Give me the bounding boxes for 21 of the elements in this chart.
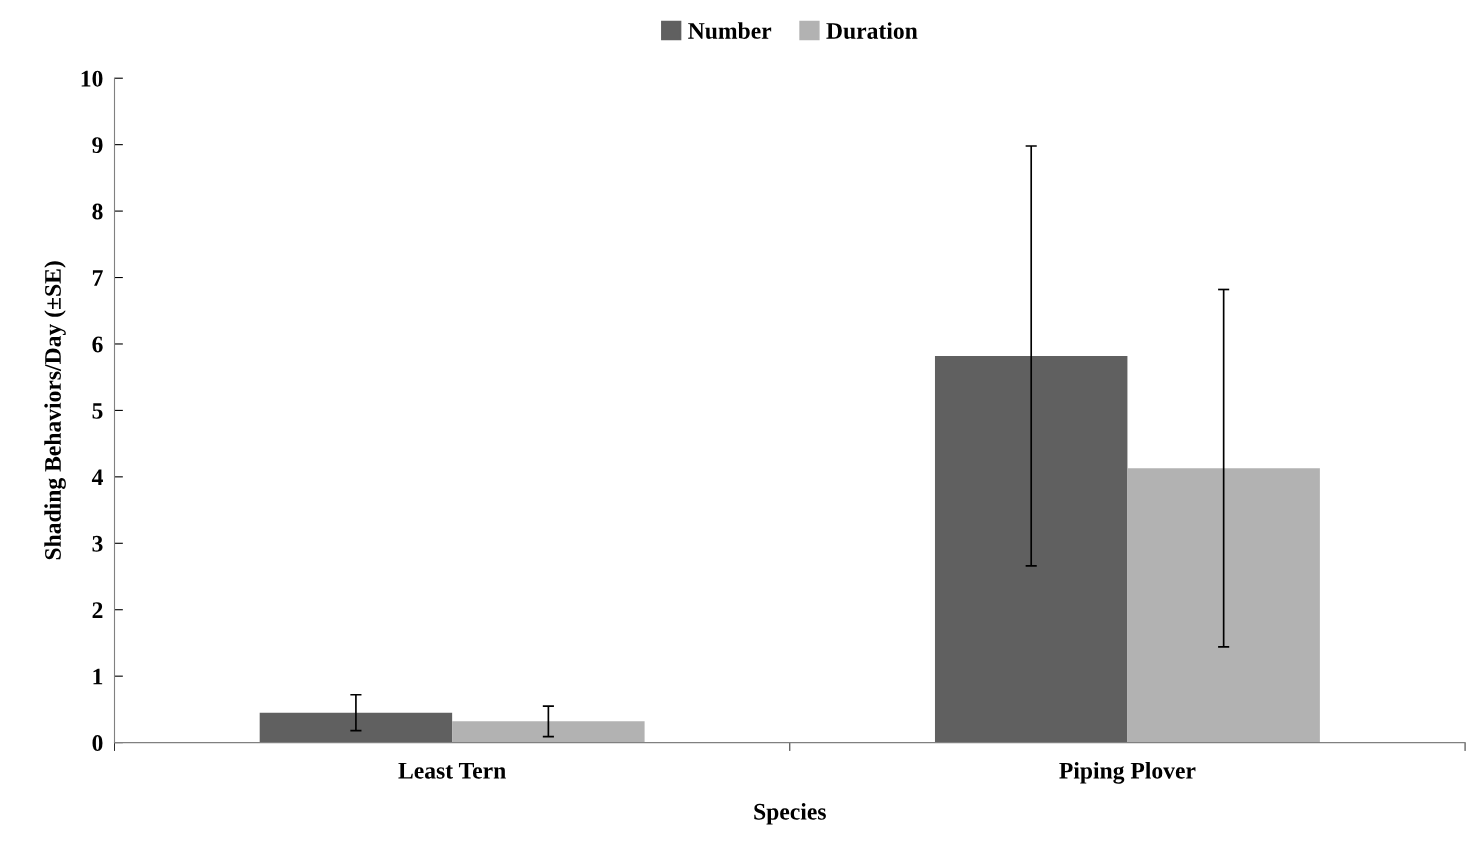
y-tick-label: 2 <box>92 602 103 618</box>
x-axis-title: Species <box>754 803 826 825</box>
bar <box>934 355 1128 743</box>
x-tick-label: Least Tern <box>398 762 506 779</box>
y-tick-label: 0 <box>92 735 103 752</box>
y-tick-label: 8 <box>92 203 103 220</box>
x-tick-label: Piping Plover <box>1059 762 1196 784</box>
bar <box>1127 468 1320 743</box>
bar <box>452 721 645 743</box>
legend-label: Number <box>688 22 772 39</box>
y-axis-title: Shading Behaviors/Day (±SE) <box>44 261 66 560</box>
legend-label: Duration <box>826 22 918 39</box>
y-tick-label: 10 <box>81 70 103 87</box>
bar <box>259 712 453 743</box>
y-tick-label: 9 <box>92 137 103 154</box>
y-tick-label: 7 <box>92 270 103 286</box>
y-tick-label: 5 <box>92 403 103 419</box>
y-tick-label: 3 <box>92 535 103 552</box>
y-tick-label: 4 <box>91 469 103 486</box>
y-tick-label: 1 <box>93 668 103 685</box>
y-tick-label: 6 <box>92 336 103 353</box>
